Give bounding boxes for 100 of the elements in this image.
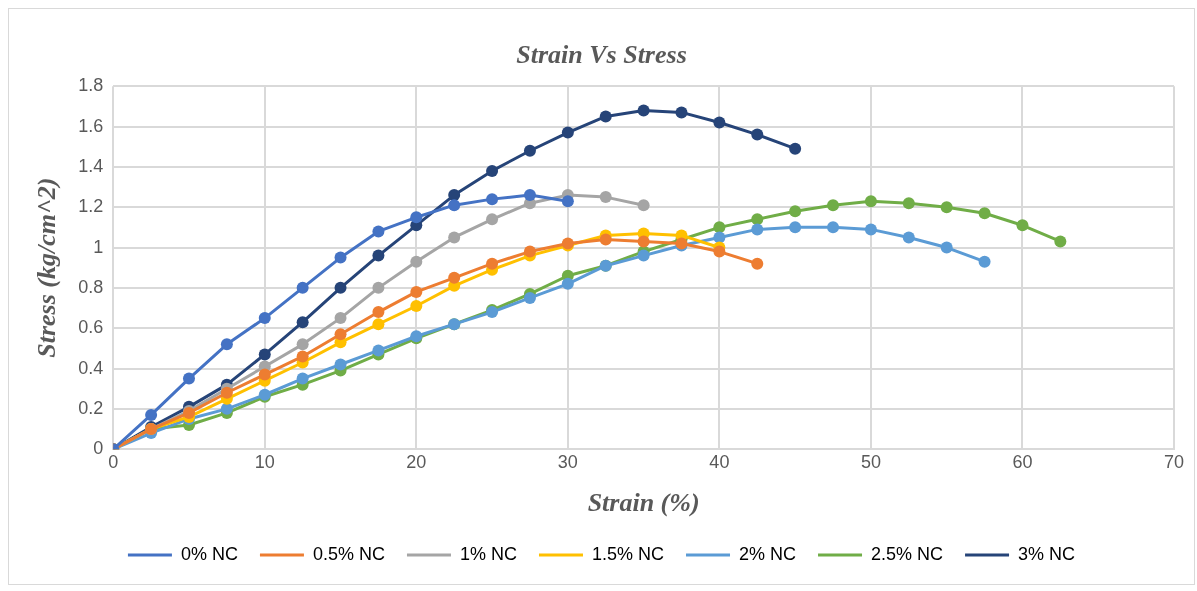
point: [523, 291, 536, 304]
y-tick-label: 0: [93, 438, 104, 459]
point: [1016, 219, 1029, 232]
point: [448, 231, 461, 244]
x-tick-label: 20: [406, 451, 427, 472]
point: [902, 197, 915, 210]
x-tick-label: 0: [108, 451, 119, 472]
point: [751, 213, 764, 226]
y-tick-label: 1.6: [78, 115, 104, 136]
point: [258, 368, 271, 381]
point: [940, 241, 953, 254]
point: [334, 358, 347, 371]
point: [372, 281, 385, 294]
y-axis-title: Stress (kg/cm^2): [32, 177, 62, 358]
point: [940, 201, 953, 214]
x-axis-title: Strain (%): [587, 488, 700, 518]
point: [372, 318, 385, 331]
y-tick-label: 0.6: [78, 317, 104, 338]
point: [486, 257, 499, 270]
y-tick-label: 0.2: [78, 397, 104, 418]
point: [296, 350, 309, 363]
point: [296, 316, 309, 329]
point: [296, 338, 309, 351]
point: [599, 191, 612, 204]
y-tick-label: 1: [93, 236, 104, 257]
point: [410, 285, 423, 298]
x-tick-label: 30: [557, 451, 578, 472]
point: [334, 312, 347, 325]
chart-title: Strain Vs Stress: [516, 40, 687, 70]
point: [789, 142, 802, 155]
point: [486, 164, 499, 177]
point: [713, 231, 726, 244]
point: [599, 110, 612, 123]
y-tick-label: 0.4: [78, 357, 104, 378]
point: [372, 344, 385, 357]
point: [334, 251, 347, 264]
point: [675, 106, 688, 119]
y-tick-label: 0.8: [78, 276, 104, 297]
point: [599, 233, 612, 246]
point: [751, 257, 764, 270]
point: [789, 205, 802, 218]
point: [486, 193, 499, 206]
point: [448, 199, 461, 212]
x-tick-label: 70: [1163, 451, 1185, 472]
y-tick-label: 1.2: [78, 196, 104, 217]
x-tick-label: 60: [1012, 451, 1033, 472]
point: [296, 372, 309, 385]
legend-label: 0% NC: [180, 543, 238, 564]
point: [637, 199, 650, 212]
point: [296, 281, 309, 294]
legend-label: 0.5% NC: [312, 543, 385, 564]
point: [220, 402, 233, 415]
point: [334, 281, 347, 294]
point: [448, 271, 461, 284]
point: [827, 199, 840, 212]
point: [372, 306, 385, 319]
point: [864, 195, 877, 208]
point: [713, 221, 726, 234]
point: [258, 348, 271, 361]
x-tick-label: 50: [860, 451, 881, 472]
point: [523, 144, 536, 157]
point: [258, 312, 271, 325]
point: [978, 207, 991, 220]
point: [523, 245, 536, 258]
point: [1054, 235, 1067, 248]
y-tick-label: 1.4: [78, 155, 104, 176]
point: [182, 372, 195, 385]
point: [864, 223, 877, 236]
point: [713, 245, 726, 258]
point: [145, 408, 158, 421]
point: [523, 189, 536, 202]
point: [561, 126, 574, 139]
legend-label: 2% NC: [739, 543, 797, 564]
point: [220, 386, 233, 399]
point: [751, 223, 764, 236]
point: [486, 213, 499, 226]
point: [978, 255, 991, 268]
x-tick-label: 40: [709, 451, 730, 472]
point: [751, 128, 764, 141]
legend-label: 3% NC: [1018, 543, 1076, 564]
point: [220, 338, 233, 351]
point: [410, 255, 423, 268]
point: [372, 249, 385, 262]
point: [637, 249, 650, 262]
point: [902, 231, 915, 244]
point: [637, 104, 650, 117]
point: [410, 211, 423, 224]
point: [713, 116, 726, 129]
y-tick-label: 1.8: [78, 75, 104, 96]
x-tick-label: 10: [254, 451, 275, 472]
point: [334, 328, 347, 341]
point: [637, 235, 650, 248]
legend-label: 1.5% NC: [591, 543, 665, 564]
point: [561, 277, 574, 290]
point: [410, 300, 423, 313]
point: [561, 195, 574, 208]
legend-label: 2.5% NC: [871, 543, 944, 564]
point: [372, 225, 385, 238]
legend-label: 1% NC: [459, 543, 517, 564]
point: [789, 221, 802, 234]
